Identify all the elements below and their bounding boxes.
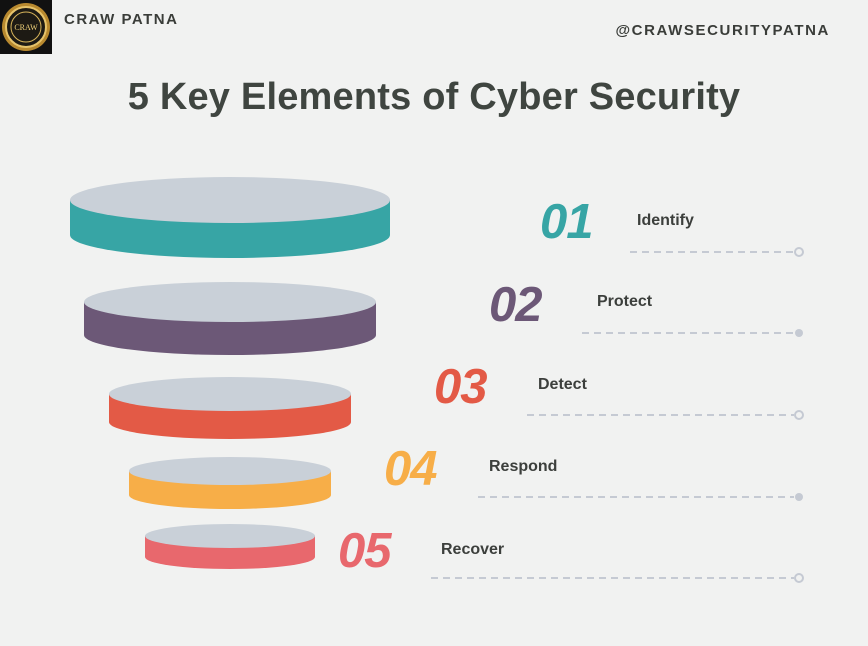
funnel-disc-5	[145, 524, 315, 569]
step-number: 01	[540, 195, 594, 249]
logo-text: CRAW	[14, 23, 38, 32]
brand-name: CRAW PATNA	[64, 11, 179, 28]
funnel-disc-4	[129, 457, 331, 509]
step-label: Recover	[441, 541, 505, 558]
step-label: Identify	[637, 212, 694, 229]
page-title: 5 Key Elements of Cyber Security	[127, 76, 741, 118]
disc-top	[129, 457, 331, 485]
step-number: 03	[434, 360, 488, 414]
disc-top	[70, 177, 390, 223]
step-number: 02	[489, 278, 543, 332]
step-number: 05	[338, 524, 392, 578]
funnel-disc-1	[70, 177, 390, 258]
social-handle: @CRAWSECURITYPATNA	[615, 22, 830, 39]
line-end-dot-2	[795, 329, 803, 337]
line-end-dot-4	[795, 493, 803, 501]
dashed-lines	[431, 247, 804, 583]
funnel-discs	[70, 177, 390, 569]
craw-logo: CRAW	[0, 0, 52, 54]
funnel-disc-2	[84, 282, 376, 355]
disc-top	[109, 377, 351, 411]
line-end-dot-5	[794, 573, 804, 583]
funnel-disc-3	[109, 377, 351, 439]
step-label: Respond	[489, 458, 558, 475]
step-label: Protect	[597, 293, 653, 310]
line-end-dot-3	[794, 410, 804, 420]
line-end-dot-1	[794, 247, 804, 257]
step-number: 04	[384, 442, 438, 496]
disc-top	[145, 524, 315, 548]
step-label: Detect	[538, 376, 587, 393]
disc-top	[84, 282, 376, 322]
